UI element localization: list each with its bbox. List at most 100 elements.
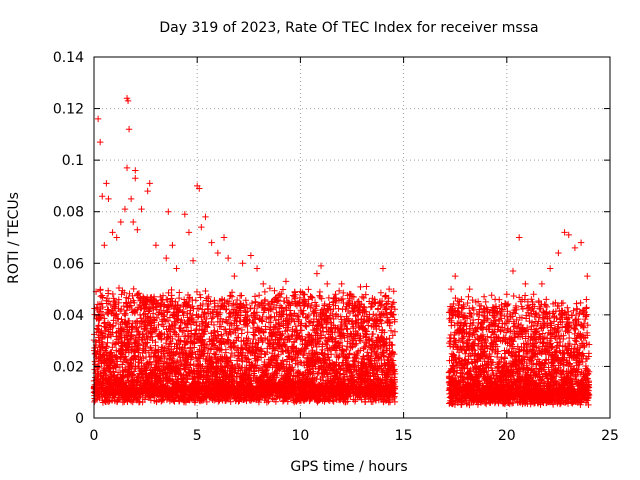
- dense-marker: [163, 359, 171, 366]
- dense-marker: [167, 340, 175, 347]
- dense-marker: [113, 358, 120, 365]
- dense-marker: [122, 310, 129, 317]
- dense-marker: [166, 314, 174, 321]
- dense-marker: [129, 326, 136, 333]
- dense-marker: [169, 297, 176, 305]
- dense-marker: [174, 358, 181, 365]
- dense-marker: [113, 329, 120, 337]
- dense-marker: [99, 344, 106, 352]
- dense-marker: [113, 311, 120, 318]
- dense-marker: [173, 340, 180, 347]
- dense-marker: [149, 310, 157, 317]
- dense-marker: [159, 292, 167, 299]
- dense-marker: [134, 327, 141, 335]
- dense-marker: [92, 344, 99, 352]
- dense-marker: [155, 321, 162, 329]
- dense-marker: [158, 335, 165, 342]
- dense-marker: [147, 325, 154, 332]
- dense-marker: [130, 308, 138, 315]
- dense-marker: [109, 323, 116, 330]
- dense-marker: [105, 308, 112, 316]
- dense-marker: [151, 297, 158, 304]
- dense-marker: [175, 333, 182, 340]
- dense-marker: [141, 396, 149, 403]
- dense-marker: [142, 322, 149, 330]
- dense-marker: [137, 353, 144, 361]
- dense-marker: [125, 295, 132, 302]
- dense-marker: [105, 398, 112, 406]
- dense-marker: [103, 343, 110, 350]
- dense-marker: [146, 306, 153, 314]
- dense-marker: [139, 331, 147, 338]
- dense-marker: [109, 356, 116, 363]
- dense-marker: [177, 303, 184, 311]
- dense-marker: [176, 306, 183, 314]
- dense-marker: [99, 303, 106, 311]
- dense-marker: [150, 293, 158, 300]
- dense-marker: [169, 335, 176, 343]
- dense-marker: [99, 340, 107, 348]
- dense-marker: [180, 308, 188, 315]
- dense-marker: [172, 298, 179, 305]
- dense-marker: [125, 317, 133, 325]
- dense-marker: [177, 337, 184, 344]
- dense-marker: [168, 286, 175, 294]
- dense-marker: [128, 328, 135, 336]
- dense-marker: [148, 361, 155, 368]
- dense-marker: [130, 285, 137, 293]
- dense-marker: [127, 302, 135, 309]
- dense-marker: [111, 341, 119, 348]
- dense-marker: [166, 341, 173, 348]
- dense-marker: [153, 314, 161, 322]
- dense-marker: [130, 371, 137, 378]
- dense-marker: [112, 364, 120, 371]
- dense-marker: [137, 375, 145, 382]
- dense-marker: [167, 326, 174, 333]
- dense-marker: [119, 361, 126, 368]
- dense-marker: [104, 334, 111, 341]
- dense-marker: [148, 378, 155, 385]
- chart-title: Day 319 of 2023, Rate Of TEC Index for r…: [159, 20, 538, 36]
- dense-marker: [140, 355, 147, 362]
- dense-marker: [146, 305, 154, 312]
- dense-marker: [115, 296, 122, 303]
- dense-marker: [115, 315, 122, 322]
- dense-marker: [181, 344, 188, 352]
- dense-marker: [118, 291, 125, 298]
- dense-marker: [112, 319, 120, 327]
- dense-marker: [139, 293, 147, 300]
- dense-marker: [125, 329, 132, 337]
- dense-marker: [110, 295, 117, 302]
- dense-marker: [176, 289, 183, 296]
- dense-marker: [170, 328, 178, 335]
- dense-marker: [164, 296, 171, 303]
- dense-marker: [105, 290, 112, 297]
- dense-marker: [103, 324, 111, 332]
- dense-marker: [160, 362, 167, 370]
- dense-marker: [165, 305, 173, 313]
- dense-marker: [120, 327, 128, 335]
- dense-marker: [97, 286, 104, 293]
- dense-marker: [175, 307, 182, 315]
- dense-marker: [175, 294, 183, 302]
- dense-marker: [164, 317, 172, 325]
- dense-marker: [109, 290, 117, 298]
- dense-marker: [140, 311, 147, 318]
- dense-marker: [99, 294, 106, 301]
- dense-marker: [131, 299, 138, 307]
- dense-marker: [102, 370, 110, 378]
- dense-marker: [126, 336, 134, 344]
- dense-marker: [179, 328, 186, 336]
- dense-marker: [136, 398, 144, 405]
- dense-marker: [95, 363, 103, 371]
- dense-marker: [121, 289, 128, 296]
- dense-marker: [166, 301, 174, 308]
- dense-marker: [165, 289, 172, 297]
- dense-marker: [129, 292, 136, 300]
- dense-marker: [134, 291, 142, 298]
- dense-band-cluster: [90, 283, 593, 409]
- dense-marker: [114, 354, 121, 362]
- dense-marker: [153, 326, 160, 333]
